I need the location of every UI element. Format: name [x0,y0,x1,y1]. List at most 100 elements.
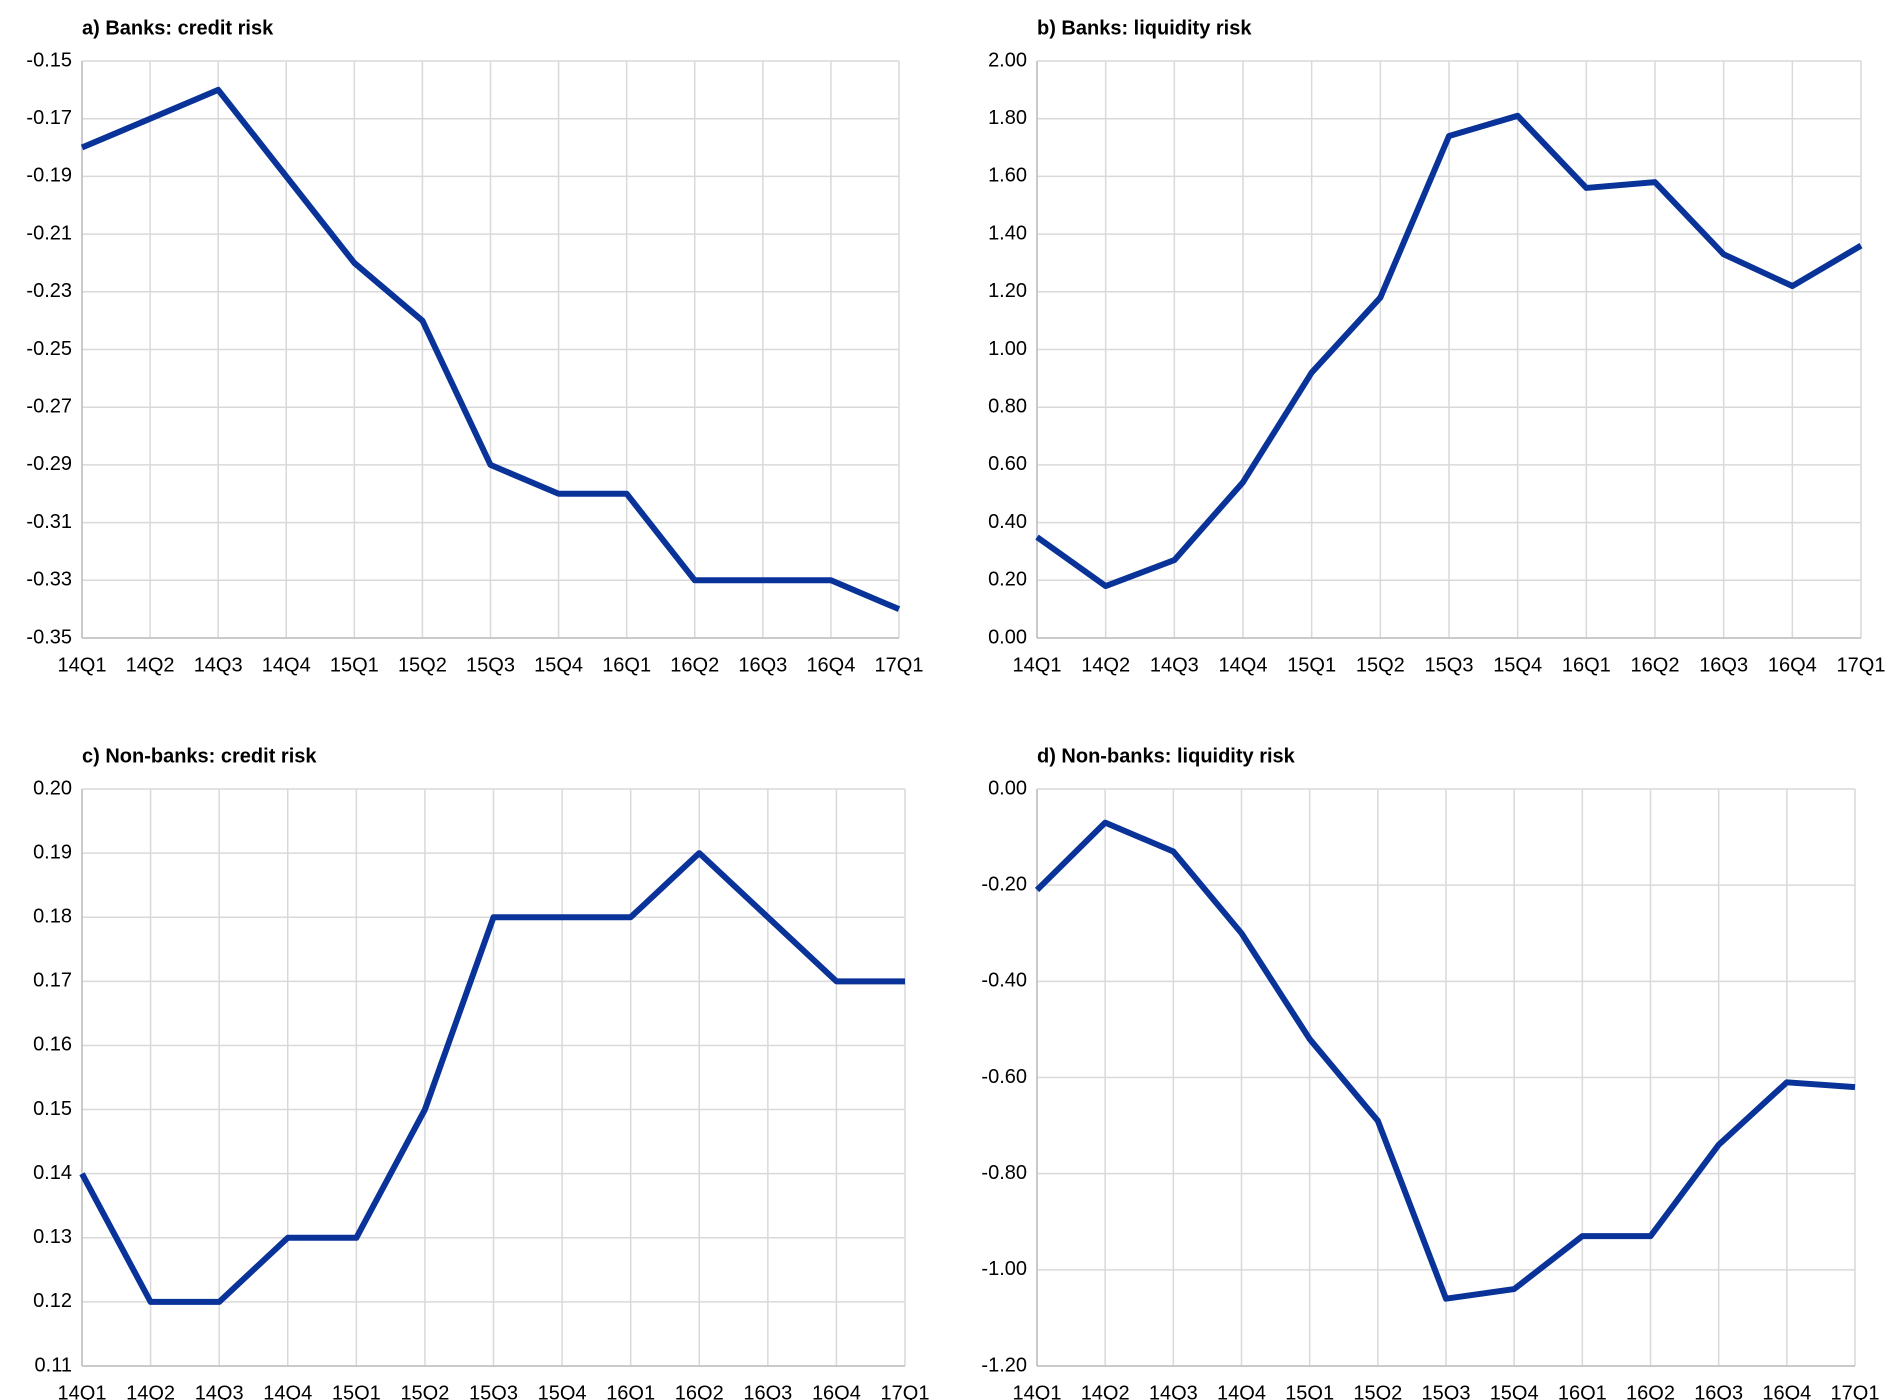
x-tick-label: 14Q4 [1219,654,1268,676]
y-tick-label: -0.29 [26,453,72,475]
x-tick-label: 15Q3 [469,1382,518,1400]
x-tick-label: 14Q4 [1217,1382,1266,1400]
y-tick-label: 0.13 [33,1226,72,1248]
x-tick-label: 14Q2 [126,654,175,676]
y-tick-label: 1.00 [988,338,1027,360]
x-tick-label: 14Q2 [1081,1382,1130,1400]
y-tick-label: -1.00 [981,1258,1027,1280]
x-tick-label: 15Q1 [1287,654,1336,676]
y-tick-label: 0.40 [988,511,1027,533]
y-tick-label: 0.20 [988,569,1027,591]
x-tick-label: 16Q1 [1558,1382,1607,1400]
x-tick-label: 14Q3 [195,1382,244,1400]
data-line [79,850,905,1305]
y-tick-label: -0.33 [26,569,72,591]
data-line [1035,112,1863,590]
y-tick-label: 0.15 [33,1098,72,1120]
y-tick-label: -0.27 [26,395,72,417]
x-tick-label: 16Q4 [1762,1382,1811,1400]
x-tick-label: 16Q1 [606,1382,655,1400]
y-tick-label: 0.60 [988,453,1027,475]
x-tick-label: 15Q2 [1353,1382,1402,1400]
data-line [1034,819,1856,1302]
x-tick-label: 17Q1 [881,1382,930,1400]
x-tick-label: 16Q3 [738,654,787,676]
y-tick-label: -0.35 [26,626,72,648]
x-tick-label: 14Q3 [1150,654,1199,676]
y-tick-label: 0.17 [33,970,72,992]
x-tick-label: 17Q1 [1837,654,1886,676]
x-tick-label: 16Q4 [812,1382,861,1400]
chart-title: b) Banks: liquidity risk [1037,17,1252,39]
y-tick-label: -0.17 [26,107,72,129]
y-tick-label: 0.19 [33,841,72,863]
x-tick-label: 14Q1 [1013,1382,1062,1400]
x-tick-label: 14Q1 [58,654,107,676]
y-tick-label: 0.14 [33,1162,72,1184]
x-tick-label: 15Q3 [1422,1382,1471,1400]
x-tick-label: 16Q2 [670,654,719,676]
y-tick-label: -0.21 [26,222,72,244]
x-tick-label: 14Q4 [262,654,311,676]
x-tick-label: 17Q1 [875,654,924,676]
x-tick-label: 16Q2 [1631,654,1680,676]
x-tick-label: 15Q4 [534,654,583,676]
x-tick-label: 16Q4 [1768,654,1817,676]
y-tick-label: 2.00 [988,49,1027,71]
y-tick-label: 1.40 [988,222,1027,244]
x-tick-label: 15Q2 [398,654,447,676]
y-tick-label: 0.20 [33,777,72,799]
y-tick-label: -0.80 [981,1162,1027,1184]
x-tick-label: 15Q1 [1285,1382,1334,1400]
x-tick-label: 16Q2 [1626,1382,1675,1400]
y-tick-label: -0.25 [26,338,72,360]
y-tick-label: -0.20 [981,873,1027,895]
x-tick-label: 15Q4 [1490,1382,1539,1400]
y-tick-label: 1.60 [988,165,1027,187]
y-tick-label: 0.00 [988,626,1027,648]
x-tick-label: 16Q3 [743,1382,792,1400]
y-tick-label: -0.40 [981,970,1027,992]
x-tick-label: 16Q1 [1562,654,1611,676]
chart-title: a) Banks: credit risk [82,17,274,39]
chart-title: c) Non-banks: credit risk [82,745,317,767]
y-tick-label: 0.80 [988,395,1027,417]
y-tick-label: -0.31 [26,511,72,533]
x-tick-label: 15Q1 [330,654,379,676]
x-tick-label: 17Q1 [1831,1382,1880,1400]
y-tick-label: 0.12 [33,1290,72,1312]
x-tick-label: 15Q2 [1356,654,1405,676]
y-tick-label: -0.60 [981,1066,1027,1088]
x-tick-label: 15Q2 [400,1382,449,1400]
x-tick-label: 16Q1 [602,654,651,676]
y-tick-label: 0.11 [35,1354,72,1376]
y-tick-label: 1.80 [988,107,1027,129]
x-tick-label: 14Q1 [58,1382,107,1400]
x-tick-label: 15Q1 [332,1382,381,1400]
y-tick-label: -1.20 [981,1354,1027,1376]
x-tick-label: 15Q4 [1493,654,1542,676]
y-tick-label: 0.16 [33,1034,72,1056]
x-tick-label: 14Q3 [194,654,243,676]
x-tick-label: 14Q4 [263,1382,312,1400]
x-tick-label: 14Q3 [1149,1382,1198,1400]
y-tick-label: -0.19 [26,165,72,187]
x-tick-label: 15Q3 [1425,654,1474,676]
y-tick-label: -0.15 [26,49,72,71]
x-tick-label: 14Q2 [1081,654,1130,676]
chart-title: d) Non-banks: liquidity risk [1037,745,1296,767]
x-tick-label: 14Q2 [126,1382,175,1400]
x-tick-label: 16Q3 [1694,1382,1743,1400]
x-tick-label: 16Q3 [1699,654,1748,676]
x-tick-label: 16Q2 [675,1382,724,1400]
x-tick-label: 15Q4 [538,1382,587,1400]
x-tick-label: 15Q3 [466,654,515,676]
y-tick-label: 0.18 [33,906,72,928]
y-tick-label: -0.23 [26,280,72,302]
y-tick-label: 1.20 [988,280,1027,302]
x-tick-label: 14Q1 [1013,654,1062,676]
data-line [80,86,901,612]
y-tick-label: 0.00 [988,777,1027,799]
x-tick-label: 16Q4 [806,654,855,676]
